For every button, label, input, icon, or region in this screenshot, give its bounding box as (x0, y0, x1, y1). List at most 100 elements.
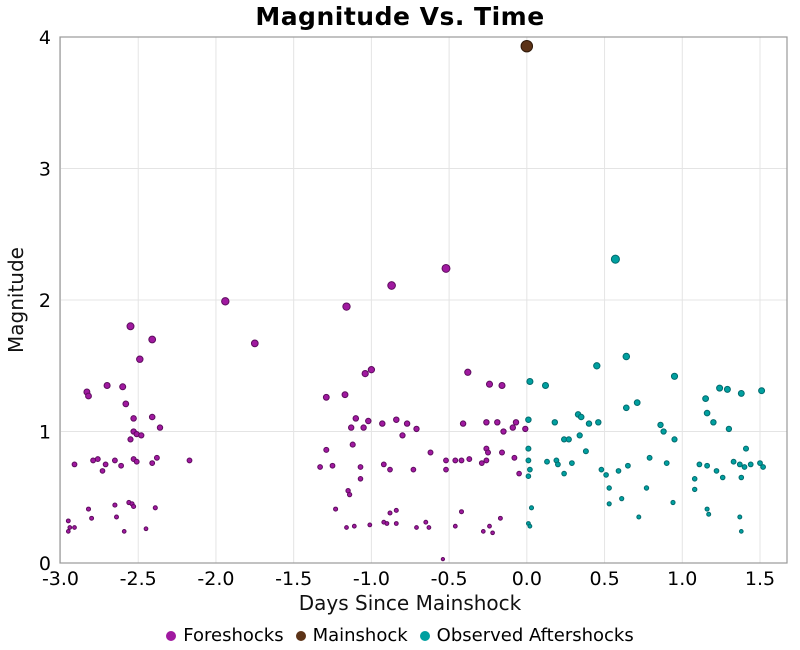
data-point-foreshocks (367, 522, 373, 528)
legend-label: Foreshocks (183, 625, 284, 646)
data-point-foreshocks (478, 460, 485, 467)
x-tick-label: 0.5 (589, 568, 619, 590)
data-point-foreshocks (440, 556, 446, 562)
data-point-foreshocks (414, 525, 419, 530)
data-point-observed-aftershocks (747, 461, 754, 468)
data-point-observed-aftershocks (741, 464, 748, 470)
data-point-foreshocks (102, 461, 109, 468)
data-point-observed-aftershocks (691, 476, 698, 482)
data-point-foreshocks (485, 380, 494, 388)
data-point-foreshocks (130, 415, 137, 422)
data-point-foreshocks (522, 425, 529, 433)
data-point-foreshocks (148, 413, 156, 421)
data-point-foreshocks (186, 457, 193, 464)
data-point-observed-aftershocks (576, 432, 583, 439)
data-point-foreshocks (85, 392, 92, 400)
data-point-foreshocks (399, 432, 406, 439)
data-point-foreshocks (342, 302, 351, 311)
x-tick-label: -3.0 (42, 568, 79, 590)
data-point-observed-aftershocks (561, 470, 567, 477)
data-point-observed-aftershocks (593, 362, 601, 370)
legend: Foreshocks Mainshock Observed Aftershocks (0, 625, 800, 646)
data-point-foreshocks (494, 419, 501, 426)
data-point-foreshocks (443, 466, 449, 473)
data-point-foreshocks (71, 461, 78, 468)
data-point-foreshocks (427, 449, 434, 456)
data-point-foreshocks (153, 454, 160, 461)
data-point-foreshocks (138, 432, 145, 439)
data-point-observed-aftershocks (577, 413, 585, 421)
data-point-foreshocks (499, 449, 505, 456)
data-point-foreshocks (65, 529, 71, 534)
data-point-foreshocks (393, 521, 399, 526)
data-point-foreshocks (85, 506, 92, 512)
data-point-foreshocks (99, 468, 106, 474)
legend-item-foreshocks[interactable]: Foreshocks (166, 625, 284, 646)
data-point-observed-aftershocks (636, 514, 642, 520)
legend-marker-icon (295, 630, 306, 641)
data-point-foreshocks (497, 515, 503, 521)
data-point-foreshocks (441, 263, 451, 273)
data-point-foreshocks (384, 521, 390, 526)
data-point-foreshocks (329, 462, 336, 469)
legend-item-observed-aftershocks[interactable]: Observed Aftershocks (419, 625, 634, 646)
data-point-foreshocks (393, 507, 399, 513)
data-point-observed-aftershocks (738, 529, 744, 534)
data-point-observed-aftershocks (569, 460, 575, 467)
data-point-foreshocks (127, 436, 134, 443)
data-point-observed-aftershocks (606, 485, 612, 491)
data-point-foreshocks (357, 476, 364, 482)
data-point-foreshocks (452, 457, 459, 464)
data-point-foreshocks (156, 424, 164, 431)
data-point-foreshocks (344, 525, 349, 530)
data-point-foreshocks (361, 369, 369, 378)
data-point-observed-aftershocks (663, 460, 670, 467)
x-tick-label: -1.0 (353, 568, 390, 590)
data-point-foreshocks (349, 441, 356, 448)
data-point-foreshocks (387, 510, 393, 516)
data-point-observed-aftershocks (758, 387, 766, 395)
data-point-observed-aftershocks (670, 499, 676, 506)
data-point-observed-aftershocks (671, 436, 678, 443)
data-point-observed-aftershocks (643, 485, 650, 491)
x-tick-label: -1.5 (275, 568, 312, 590)
data-point-observed-aftershocks (646, 454, 653, 461)
data-point-observed-aftershocks (730, 458, 737, 465)
legend-label: Observed Aftershocks (436, 625, 634, 646)
data-point-observed-aftershocks (527, 523, 533, 529)
data-point-foreshocks (367, 366, 376, 374)
data-point-observed-aftershocks (610, 254, 620, 264)
data-point-foreshocks (365, 417, 372, 425)
data-point-foreshocks (511, 454, 518, 461)
data-point-observed-aftershocks (742, 445, 750, 452)
data-point-observed-aftershocks (525, 445, 532, 452)
data-point-foreshocks (413, 425, 420, 433)
data-point-foreshocks (121, 529, 127, 534)
data-point-observed-aftershocks (702, 395, 710, 403)
data-point-foreshocks (119, 383, 127, 391)
data-point-foreshocks (346, 491, 353, 498)
x-tick-label: 1.0 (667, 568, 697, 590)
data-point-observed-aftershocks (737, 389, 745, 397)
legend-item-mainshock[interactable]: Mainshock (295, 625, 408, 646)
data-point-observed-aftershocks (703, 409, 711, 417)
data-point-foreshocks (452, 523, 458, 529)
data-point-observed-aftershocks (622, 404, 630, 412)
data-point-foreshocks (458, 457, 465, 464)
data-point-foreshocks (136, 355, 144, 363)
data-point-observed-aftershocks (723, 385, 731, 393)
data-point-observed-aftershocks (670, 372, 679, 380)
data-point-foreshocks (221, 297, 230, 306)
x-tick-label: 1.5 (745, 568, 775, 590)
data-point-observed-aftershocks (696, 461, 703, 468)
data-point-foreshocks (323, 446, 330, 453)
data-point-observed-aftershocks (760, 464, 766, 470)
legend-marker-icon (419, 630, 430, 641)
data-point-foreshocks (131, 503, 137, 510)
data-point-foreshocks (148, 335, 157, 344)
data-point-foreshocks (387, 466, 393, 473)
data-point-foreshocks (152, 505, 158, 511)
x-axis-label: Days Since Mainshock (298, 591, 522, 615)
data-point-observed-aftershocks (551, 419, 559, 426)
data-point-observed-aftershocks (585, 420, 593, 427)
